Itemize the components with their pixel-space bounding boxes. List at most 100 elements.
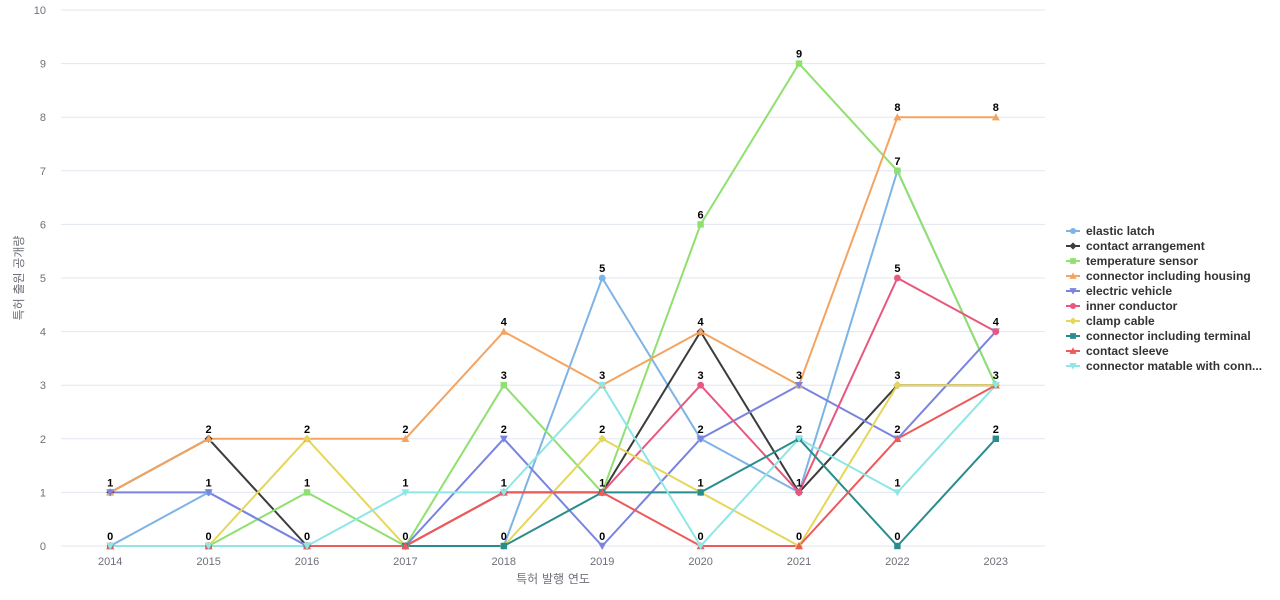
data-label: 0 [599, 531, 605, 543]
data-label: 4 [698, 317, 705, 329]
data-point [991, 382, 1000, 390]
data-point [696, 542, 705, 550]
data-point [696, 435, 705, 443]
data-point [696, 327, 705, 335]
data-label: 3 [501, 370, 507, 382]
data-label: 3 [894, 370, 900, 382]
legend-item[interactable]: temperature sensor [1066, 254, 1198, 268]
legend-marker [1069, 302, 1077, 310]
data-label: 1 [698, 477, 704, 489]
data-label: 2 [796, 424, 802, 436]
x-tick-label: 2017 [393, 556, 417, 568]
y-tick-label: 6 [40, 219, 46, 231]
legend-item[interactable]: contact sleeve [1066, 344, 1169, 358]
data-label: 1 [599, 477, 605, 489]
data-point [795, 489, 803, 496]
x-tick-label: 2014 [98, 556, 122, 568]
legend-marker [1070, 333, 1076, 339]
legend-marker [1069, 363, 1077, 370]
x-tick-label: 2021 [787, 556, 811, 568]
data-label: 3 [599, 370, 605, 382]
y-tick-label: 0 [40, 541, 46, 553]
data-point [598, 274, 606, 282]
data-label: 2 [993, 424, 999, 436]
data-label: 1 [304, 477, 310, 489]
data-label: 2 [599, 424, 605, 436]
data-point [598, 488, 607, 496]
data-label: 0 [894, 531, 900, 543]
y-tick-label: 1 [40, 487, 46, 499]
data-point [795, 542, 803, 550]
data-point [894, 167, 901, 174]
data-point [106, 542, 115, 550]
legend-marker [1069, 227, 1077, 235]
legend-label: temperature sensor [1086, 254, 1198, 268]
data-label: 0 [206, 531, 212, 543]
data-point [893, 113, 902, 121]
data-point [500, 382, 507, 389]
legend-item[interactable]: connector including housing [1066, 269, 1251, 283]
data-labels: 1 0 2 1 0 2 1 0 2 1 0 4 3 2 1 0 5 3 2 1 0 6 4 3 2 1 0 9 3 2 1 0 8 7 5 3 2 1 0 8… [107, 49, 1000, 543]
data-point [401, 434, 410, 442]
legend-marker [1069, 272, 1077, 279]
legend-label: inner conductor [1086, 299, 1178, 313]
legend-item[interactable]: connector including terminal [1066, 329, 1251, 343]
y-tick-label: 5 [40, 273, 46, 285]
data-label: 2 [304, 424, 310, 436]
data-point [204, 489, 213, 497]
data-label: 1 [501, 477, 507, 489]
data-point [401, 542, 410, 550]
data-point [795, 60, 803, 67]
data-point [992, 435, 999, 442]
y-tick-label: 10 [34, 5, 46, 17]
data-point [795, 435, 803, 443]
y-tick-label: 8 [40, 112, 46, 124]
data-label: 2 [206, 424, 212, 436]
data-point [499, 489, 508, 497]
legend-item[interactable]: inner conductor [1066, 299, 1178, 313]
legend-item[interactable]: elastic latch [1066, 224, 1155, 238]
data-point [303, 489, 311, 496]
data-point [795, 382, 803, 390]
data-label: 7 [894, 156, 900, 168]
data-label: 0 [304, 531, 310, 543]
y-tick-label: 7 [40, 166, 46, 178]
legend-marker [1070, 258, 1076, 264]
data-point [893, 489, 902, 497]
legend-label: connector including housing [1086, 269, 1251, 283]
data-point [992, 328, 1000, 335]
data-point [598, 542, 607, 550]
data-point [303, 542, 311, 550]
data-point [697, 221, 704, 228]
legend-item[interactable]: contact arrangement [1066, 239, 1205, 253]
legend-item[interactable]: electric vehicle [1066, 284, 1172, 298]
legend-label: electric vehicle [1086, 284, 1172, 298]
legend-marker [1069, 242, 1077, 250]
legend-label: elastic latch [1086, 224, 1155, 238]
legend-item[interactable]: connector matable with conn... [1066, 359, 1262, 373]
data-label: 0 [698, 531, 704, 543]
data-label: 3 [796, 370, 802, 382]
data-label: 4 [993, 317, 1000, 329]
data-point [893, 381, 902, 390]
data-point [697, 381, 704, 389]
data-point [499, 435, 508, 443]
data-label: 6 [698, 209, 704, 221]
legend-item[interactable]: clamp cable [1066, 314, 1155, 328]
x-axis-ticks: 2014 2015 2016 2017 2018 2019 2020 2021 2022 2023 [98, 556, 1008, 568]
data-label: 1 [206, 477, 212, 489]
series-layer [109, 62, 997, 547]
series-line [109, 116, 996, 494]
data-point [598, 434, 607, 443]
data-point [894, 274, 901, 282]
data-label: 2 [698, 424, 704, 436]
data-point [598, 382, 607, 390]
x-tick-label: 2023 [984, 556, 1008, 568]
data-point [204, 542, 213, 550]
legend-label: connector including terminal [1086, 329, 1251, 343]
data-label: 1 [894, 477, 900, 489]
data-point [499, 327, 508, 335]
